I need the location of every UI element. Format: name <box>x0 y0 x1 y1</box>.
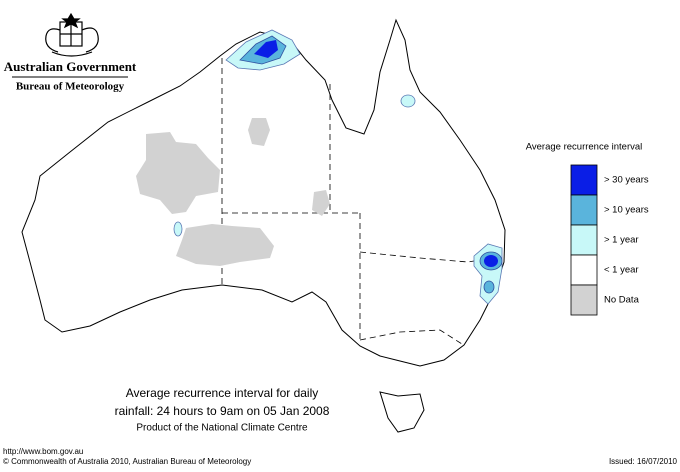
caption-line: Average recurrence interval for daily <box>126 386 319 400</box>
legend-swatch <box>570 254 598 286</box>
legend-title: Average recurrence interval <box>526 142 643 153</box>
legend-swatch <box>570 194 598 226</box>
legend-label: < 1 year <box>604 265 639 276</box>
caption-line: rainfall: 24 hours to 9am on 05 Jan 2008 <box>115 404 330 418</box>
footer-copyright: © Commonwealth of Australia 2010, Austra… <box>3 457 251 466</box>
footer-url: http://www.bom.gov.au <box>3 447 83 456</box>
tasmania <box>379 391 425 433</box>
legend: > 30 years > 10 years > 1 year < 1 year No D… <box>570 164 649 316</box>
legend-swatch <box>570 164 598 196</box>
legend-label: > 1 year <box>604 235 639 246</box>
legend-label: > 10 years <box>604 205 649 216</box>
legend-label: No Data <box>604 295 640 306</box>
footer-issued: Issued: 16/07/2010 <box>609 457 678 466</box>
legend-swatch <box>570 224 598 256</box>
legend-swatch <box>570 284 598 316</box>
header-subtitle: Bureau of Meteorology <box>16 81 125 93</box>
caption-credit: Product of the National Climate Centre <box>136 423 308 434</box>
crest <box>45 12 99 57</box>
rainfall-areas <box>173 29 503 305</box>
header-title: Australian Government <box>4 59 137 74</box>
australia-outline <box>21 18 506 367</box>
legend-label: > 30 years <box>604 175 649 186</box>
no-data-areas <box>136 118 330 266</box>
